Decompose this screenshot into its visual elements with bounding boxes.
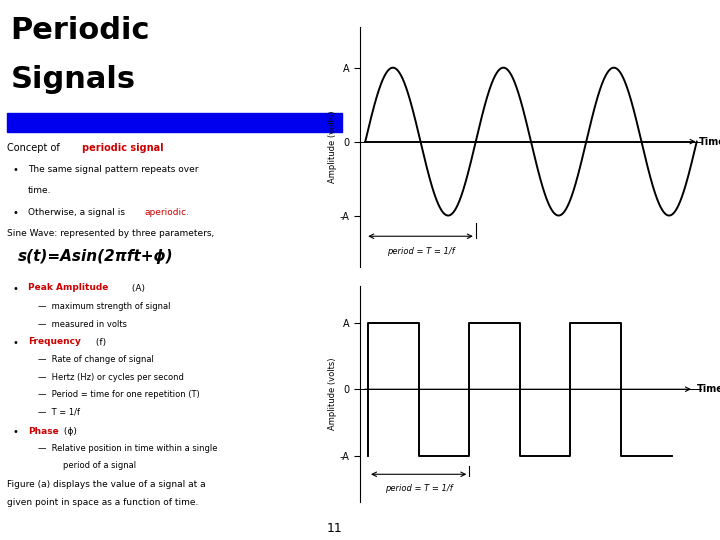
Text: Time: Time (697, 384, 720, 394)
Text: Time: Time (699, 137, 720, 146)
Text: Periodic: Periodic (11, 16, 150, 45)
Text: periodic signal: periodic signal (82, 143, 163, 153)
Text: The same signal pattern repeats over: The same signal pattern repeats over (28, 165, 199, 174)
Text: period of a signal: period of a signal (63, 461, 136, 470)
Text: •: • (12, 338, 18, 348)
Text: Concept of: Concept of (7, 143, 63, 153)
Text: 11: 11 (326, 522, 342, 535)
Text: •: • (12, 165, 18, 175)
Y-axis label: Amplitude (volts): Amplitude (volts) (328, 358, 337, 430)
Y-axis label: Amplitude (volts): Amplitude (volts) (328, 111, 337, 184)
Text: (ϕ): (ϕ) (61, 427, 77, 436)
Text: —  maximum strength of signal: — maximum strength of signal (38, 302, 171, 312)
Text: period = T = 1/f: period = T = 1/f (384, 484, 453, 492)
Text: •: • (12, 208, 18, 218)
Text: •: • (12, 284, 18, 294)
Text: —  measured in volts: — measured in volts (38, 320, 127, 329)
Text: —  Hertz (Hz) or cycles per second: — Hertz (Hz) or cycles per second (38, 373, 184, 382)
Text: period = T = 1/f: period = T = 1/f (387, 247, 454, 255)
Text: —  Period = time for one repetition (T): — Period = time for one repetition (T) (38, 390, 200, 399)
Text: Otherwise, a signal is: Otherwise, a signal is (28, 208, 128, 217)
Text: —  T = 1/f: — T = 1/f (38, 407, 81, 416)
Text: given point in space as a function of time.: given point in space as a function of ti… (7, 498, 198, 507)
Text: (f): (f) (93, 338, 106, 347)
Text: Figure (a) displays the value of a signal at a: Figure (a) displays the value of a signa… (7, 480, 206, 489)
Text: aperiodic.: aperiodic. (145, 208, 190, 217)
Text: (a) Sine wave: (a) Sine wave (495, 320, 567, 330)
Text: s(t)=Asin(2πft+ϕ): s(t)=Asin(2πft+ϕ) (17, 248, 173, 264)
Text: Signals: Signals (11, 65, 135, 94)
Text: •: • (12, 427, 18, 437)
Text: —  Rate of change of signal: — Rate of change of signal (38, 355, 154, 364)
Text: Sine Wave: represented by three parameters,: Sine Wave: represented by three paramete… (7, 230, 215, 239)
Bar (7, 113, 342, 132)
Text: Frequency: Frequency (28, 338, 81, 347)
Text: Phase: Phase (28, 427, 59, 436)
Text: Peak Amplitude: Peak Amplitude (28, 284, 108, 293)
Text: —  Relative position in time within a single: — Relative position in time within a sin… (38, 444, 218, 453)
Text: (A): (A) (129, 284, 145, 293)
Text: time.: time. (28, 186, 51, 195)
